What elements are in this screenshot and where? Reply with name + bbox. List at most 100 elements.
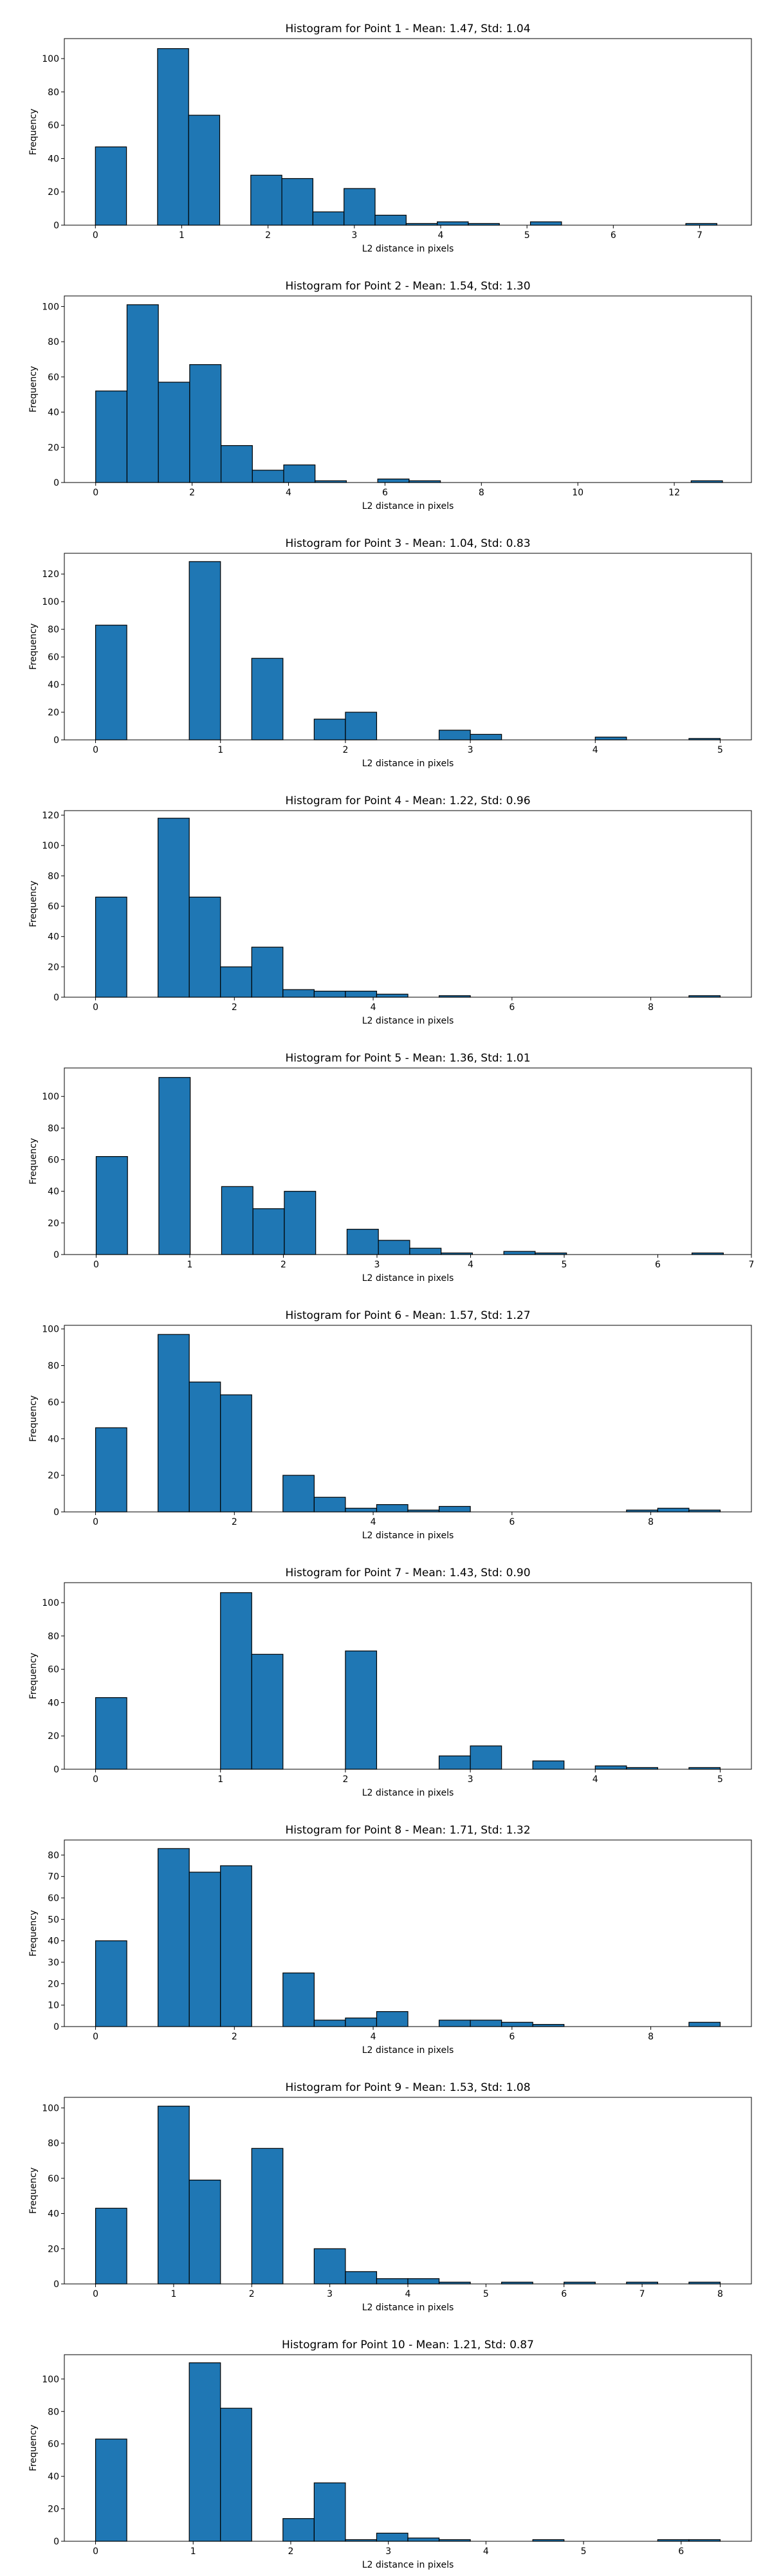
x-tick-label: 0 bbox=[93, 1774, 98, 1785]
y-tick-label: 0 bbox=[53, 2022, 59, 2032]
histogram-bar bbox=[282, 1475, 315, 1513]
y-axis-label: Frequency bbox=[28, 1395, 39, 1442]
histogram-bar bbox=[407, 2537, 440, 2542]
x-tick-label: 5 bbox=[717, 745, 723, 755]
x-tick-label: 2 bbox=[280, 1260, 286, 1270]
y-tick-label: 20 bbox=[48, 2505, 59, 2515]
histogram-bar bbox=[407, 2278, 440, 2285]
y-tick-label: 80 bbox=[48, 625, 59, 635]
histogram-bar bbox=[158, 2106, 190, 2285]
histogram-bar bbox=[282, 1973, 315, 2027]
x-tick-label: 7 bbox=[749, 1260, 755, 1270]
plot-frame bbox=[64, 2354, 752, 2542]
histogram-bar bbox=[501, 2021, 533, 2027]
y-tick-label: 60 bbox=[48, 1893, 59, 1904]
x-axis-label: L2 distance in pixels bbox=[362, 244, 454, 254]
y-tick-label: 40 bbox=[48, 1698, 59, 1708]
histogram-bar bbox=[95, 625, 127, 741]
y-tick-label: 100 bbox=[42, 2103, 59, 2113]
x-tick-label: 3 bbox=[374, 1260, 380, 1270]
histogram-bar bbox=[470, 2019, 502, 2027]
x-axis-label: L2 distance in pixels bbox=[362, 1531, 454, 1541]
histogram-bar bbox=[345, 2271, 378, 2285]
y-tick-label: 20 bbox=[48, 443, 59, 453]
x-tick-label: 2 bbox=[232, 2032, 237, 2042]
y-tick-label: 10 bbox=[48, 2001, 59, 2011]
y-tick-label: 40 bbox=[48, 932, 59, 943]
histogram-bar bbox=[95, 2207, 127, 2285]
x-tick-label: 1 bbox=[217, 1774, 223, 1785]
histogram-bar bbox=[188, 115, 221, 226]
chart-title: Histogram for Point 9 - Mean: 1.53, Std:… bbox=[285, 2081, 530, 2094]
y-tick-label: 100 bbox=[42, 597, 59, 607]
y-tick-label: 100 bbox=[42, 841, 59, 851]
histogram-bar bbox=[284, 1191, 317, 1255]
y-axis-label: Frequency bbox=[28, 2167, 39, 2214]
histogram-bar bbox=[345, 1507, 378, 1513]
histogram-bar bbox=[345, 1650, 378, 1770]
histogram-bar bbox=[313, 2248, 346, 2285]
histogram-bar bbox=[251, 946, 284, 998]
chart-title: Histogram for Point 6 - Mean: 1.57, Std:… bbox=[285, 1309, 530, 1322]
y-axis-label: Frequency bbox=[28, 881, 39, 927]
y-axis-label: Frequency bbox=[28, 2425, 39, 2471]
x-tick-label: 0 bbox=[93, 230, 98, 241]
y-tick-label: 100 bbox=[42, 302, 59, 312]
plot-frame bbox=[64, 1839, 752, 2027]
histogram-bar bbox=[345, 990, 378, 998]
x-tick-label: 4 bbox=[468, 1260, 473, 1270]
histogram-bar bbox=[470, 1745, 502, 1770]
y-tick-label: 60 bbox=[48, 1665, 59, 1675]
y-tick-label: 100 bbox=[42, 1325, 59, 1335]
y-tick-label: 40 bbox=[48, 154, 59, 164]
histogram-bar bbox=[158, 382, 190, 483]
x-tick-label: 0 bbox=[93, 488, 98, 498]
y-axis-label: Frequency bbox=[28, 623, 39, 670]
y-axis-label: Frequency bbox=[28, 1138, 39, 1184]
x-tick-label: 1 bbox=[179, 230, 185, 241]
y-tick-label: 100 bbox=[42, 2375, 59, 2385]
y-tick-label: 40 bbox=[48, 2209, 59, 2220]
y-tick-label: 80 bbox=[48, 2139, 59, 2149]
x-tick-label: 1 bbox=[170, 2289, 176, 2299]
y-tick-label: 60 bbox=[48, 652, 59, 663]
y-tick-label: 20 bbox=[48, 1979, 59, 1989]
y-tick-label: 80 bbox=[48, 337, 59, 347]
y-tick-label: 0 bbox=[53, 478, 59, 488]
x-tick-label: 0 bbox=[93, 1002, 98, 1013]
x-tick-label: 3 bbox=[351, 230, 357, 241]
y-tick-label: 80 bbox=[48, 1123, 59, 1134]
histogram-bar bbox=[346, 1229, 379, 1255]
x-tick-label: 4 bbox=[371, 1002, 376, 1013]
y-tick-label: 40 bbox=[48, 1434, 59, 1444]
plot-frame bbox=[64, 810, 752, 998]
x-tick-label: 6 bbox=[678, 2546, 684, 2557]
y-tick-label: 20 bbox=[48, 187, 59, 198]
y-tick-label: 40 bbox=[48, 408, 59, 418]
y-tick-label: 0 bbox=[53, 1250, 59, 1260]
chart-title: Histogram for Point 2 - Mean: 1.54, Std:… bbox=[285, 280, 530, 293]
histogram-bar bbox=[438, 730, 471, 741]
histogram-bar bbox=[438, 2019, 471, 2027]
y-tick-label: 60 bbox=[48, 373, 59, 383]
histogram-bar bbox=[282, 2518, 315, 2542]
histogram-bar bbox=[157, 48, 189, 226]
y-tick-label: 0 bbox=[53, 735, 59, 746]
histogram-bar bbox=[95, 146, 127, 226]
histogram-panel: Histogram for Point 8 - Mean: 1.71, Std:… bbox=[28, 1824, 752, 2056]
x-tick-label: 8 bbox=[648, 1517, 654, 1527]
plot-frame bbox=[64, 553, 752, 741]
y-tick-label: 20 bbox=[48, 962, 59, 973]
histogram-bar bbox=[126, 304, 159, 483]
x-tick-label: 2 bbox=[232, 1002, 237, 1013]
chart-title: Histogram for Point 7 - Mean: 1.43, Std:… bbox=[285, 1567, 530, 1579]
y-tick-label: 80 bbox=[48, 871, 59, 881]
histogram-bar bbox=[438, 1505, 471, 1513]
x-tick-label: 5 bbox=[524, 230, 530, 241]
histogram-panel: Histogram for Point 5 - Mean: 1.36, Std:… bbox=[28, 1052, 754, 1283]
histogram-bar bbox=[188, 2179, 221, 2285]
x-tick-label: 0 bbox=[93, 745, 98, 755]
histogram-bar bbox=[688, 2021, 721, 2027]
histogram-bar bbox=[376, 1504, 409, 1513]
plot-frame bbox=[64, 1582, 752, 1770]
